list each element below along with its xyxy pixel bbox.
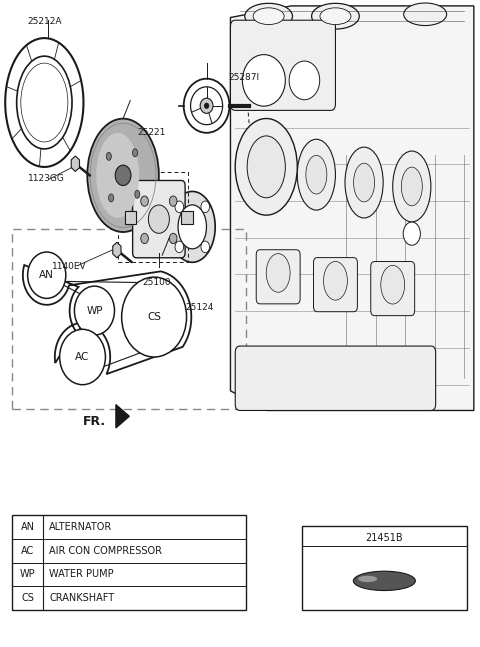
Text: AIR CON COMPRESSOR: AIR CON COMPRESSOR [49,545,162,556]
FancyBboxPatch shape [235,346,436,410]
FancyBboxPatch shape [371,261,415,316]
Bar [181,212,193,225]
Text: 1140EV: 1140EV [51,261,86,270]
Ellipse shape [204,103,209,109]
Ellipse shape [178,205,206,249]
Polygon shape [230,6,474,410]
Ellipse shape [17,56,72,149]
Bar [302,527,467,610]
Ellipse shape [175,201,184,213]
Ellipse shape [312,3,360,29]
Ellipse shape [381,265,405,304]
Text: 1123GG: 1123GG [28,174,64,183]
Text: CRANKSHAFT: CRANKSHAFT [49,593,114,603]
Text: WP: WP [86,305,103,316]
Ellipse shape [135,190,140,198]
Ellipse shape [200,98,213,113]
FancyBboxPatch shape [256,250,300,304]
Polygon shape [71,156,80,171]
Ellipse shape [266,254,290,292]
Ellipse shape [96,133,139,218]
Ellipse shape [28,252,66,298]
Ellipse shape [306,155,327,194]
Bar [124,212,136,225]
Ellipse shape [5,38,84,167]
Ellipse shape [141,234,148,244]
Polygon shape [113,243,121,258]
Ellipse shape [191,87,223,125]
Ellipse shape [141,196,148,206]
Ellipse shape [148,205,169,234]
Ellipse shape [403,222,420,245]
Ellipse shape [354,163,374,202]
Ellipse shape [87,118,159,232]
Text: WP: WP [20,569,36,580]
Text: AN: AN [21,521,35,532]
Ellipse shape [358,576,377,582]
Text: 25287I: 25287I [228,73,259,82]
FancyBboxPatch shape [313,258,358,312]
Text: AC: AC [21,545,34,556]
Ellipse shape [401,167,422,206]
Text: CS: CS [147,312,161,322]
Bar [12,230,246,408]
Ellipse shape [253,8,284,25]
Polygon shape [116,404,129,428]
Text: ALTERNATOR: ALTERNATOR [49,521,112,532]
Text: AC: AC [75,352,90,362]
Ellipse shape [297,139,336,210]
Ellipse shape [345,147,383,218]
Ellipse shape [74,286,115,335]
Text: FR.: FR. [83,415,106,428]
Ellipse shape [245,3,292,29]
Ellipse shape [106,153,111,160]
Bar [12,515,246,610]
Ellipse shape [201,201,210,213]
Ellipse shape [121,277,187,357]
Text: CS: CS [21,593,34,603]
Ellipse shape [235,118,297,215]
FancyBboxPatch shape [132,181,185,258]
Ellipse shape [320,8,351,25]
Polygon shape [169,192,215,262]
Ellipse shape [21,63,68,142]
Ellipse shape [353,571,415,591]
Text: 25221: 25221 [137,127,166,137]
FancyBboxPatch shape [230,20,336,111]
Text: WATER PUMP: WATER PUMP [49,569,114,580]
Text: AN: AN [39,270,54,280]
Ellipse shape [60,329,106,385]
Ellipse shape [404,3,446,25]
Ellipse shape [169,196,177,206]
Text: 25212A: 25212A [28,17,62,26]
Text: 25124: 25124 [185,303,214,312]
Ellipse shape [201,241,210,253]
Text: 25100: 25100 [142,278,171,287]
Bar [118,172,188,262]
Text: 21451B: 21451B [366,533,403,543]
Ellipse shape [132,149,138,157]
Ellipse shape [289,61,320,100]
Ellipse shape [242,54,285,106]
Ellipse shape [175,241,184,253]
Ellipse shape [258,148,279,186]
Ellipse shape [108,194,114,202]
Ellipse shape [393,151,431,222]
Ellipse shape [184,79,229,133]
Ellipse shape [115,165,131,186]
Ellipse shape [250,131,288,203]
Ellipse shape [324,261,348,300]
Ellipse shape [247,136,285,198]
Ellipse shape [169,234,177,244]
